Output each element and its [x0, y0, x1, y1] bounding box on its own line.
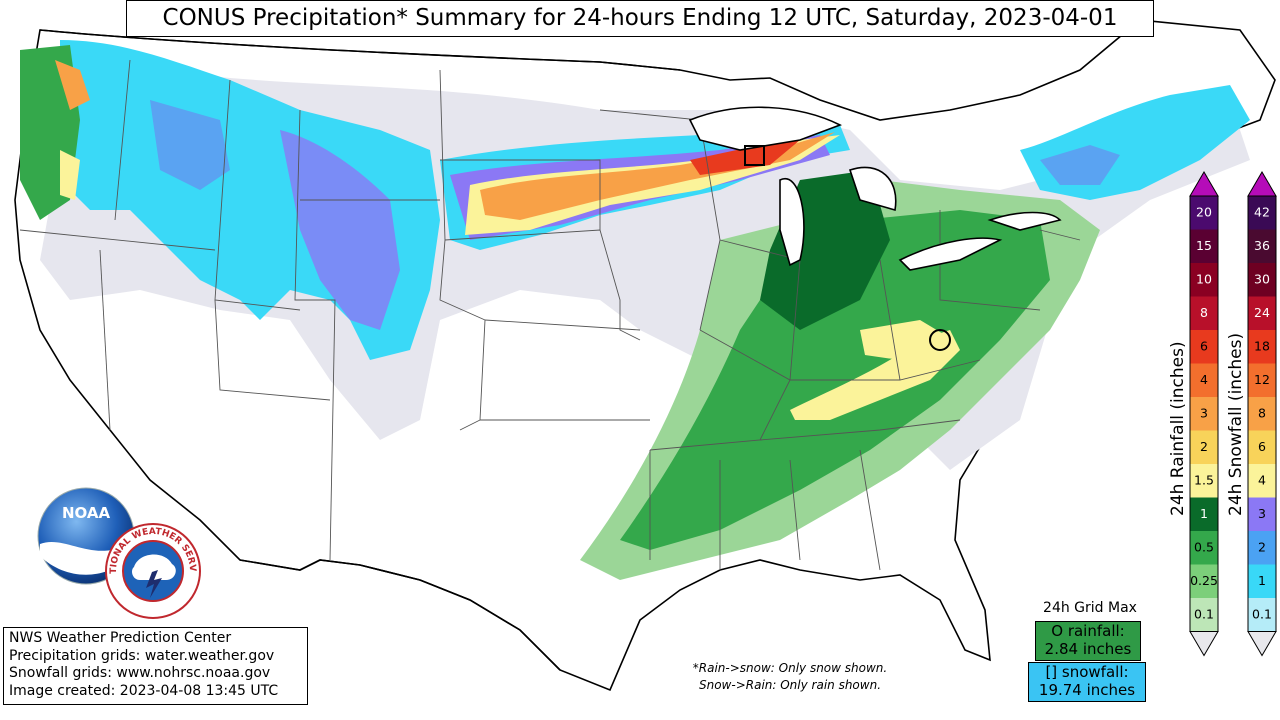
rain-swatch [1190, 229, 1218, 263]
rain-level-label: 3 [1200, 405, 1208, 420]
snow-level-label: 24 [1254, 305, 1270, 320]
snow-level-label: 30 [1254, 271, 1270, 286]
snow-level-label: 8 [1258, 405, 1266, 420]
snow-level-label: 6 [1258, 439, 1266, 454]
rain-swatch [1190, 330, 1218, 364]
rain-swatch [1190, 263, 1218, 297]
snow-swatch [1248, 598, 1276, 632]
info-line-created: Image created: 2023-04-08 13:45 UTC [9, 682, 279, 699]
rain-level-label: 20 [1196, 204, 1212, 219]
rain-level-label: 0.1 [1194, 606, 1214, 621]
snowfall-colorbar: 42 36 30 24 18 12 8 6 4 3 2 1 0.1 [1247, 171, 1277, 657]
snow-swatch [1248, 430, 1276, 464]
rain-pnw-yellow [60, 150, 80, 200]
rain-level-label: 6 [1200, 338, 1208, 353]
grid-max-snowfall-box: [] snowfall: 19.74 inches [1028, 662, 1146, 702]
snow-swatch [1248, 497, 1276, 531]
snow-west-purple [280, 130, 400, 330]
country-borders [39, 29, 1062, 671]
rain-level-label: 2 [1200, 439, 1208, 454]
snow-swatch [1248, 263, 1276, 297]
info-line-precip-grids: Precipitation grids: water.weather.gov [9, 647, 275, 664]
snow-level-label: 1 [1258, 573, 1266, 588]
rain-level-label: 1 [1200, 506, 1208, 521]
grid-max-rainfall-label: O rainfall: [1051, 622, 1125, 640]
grid-max-rainfall-box: O rainfall: 2.84 inches [1035, 621, 1141, 661]
snow-level-label: 4 [1258, 472, 1266, 487]
snow-swatch [1248, 229, 1276, 263]
rain-swatch [1190, 196, 1218, 230]
rain-swatch [1190, 598, 1218, 632]
snow-swatch [1248, 564, 1276, 598]
rain-swatch [1190, 363, 1218, 397]
snow-west-mid [150, 100, 230, 190]
rain-level-label: 10 [1196, 271, 1212, 286]
snow-swatch [1248, 397, 1276, 431]
snow-swatch [1248, 363, 1276, 397]
info-line-snow-grids: Snowfall grids: www.nohrsc.noaa.gov [9, 665, 271, 681]
rain-level-label: 0.25 [1190, 573, 1218, 588]
grid-max-title: 24h Grid Max [1043, 600, 1137, 616]
grid-max-rainfall-value: 2.84 inches [1044, 640, 1132, 658]
snow-swatch [1248, 196, 1276, 230]
footnote-line-2: Snow->Rain: Only rain shown. [698, 678, 882, 692]
rain-swatch [1190, 430, 1218, 464]
nws-logo: NATIONAL WEATHER SERVICE [104, 522, 201, 619]
snow-top-arrow [1247, 171, 1277, 197]
rain-pnw-orange [55, 60, 90, 110]
rainfall-max-marker [929, 329, 951, 351]
rain-level-label: 1.5 [1194, 472, 1214, 487]
rain-level-label: 15 [1196, 238, 1212, 253]
snow-swatch [1248, 531, 1276, 565]
grid-max-snowfall-value: 19.74 inches [1038, 681, 1136, 699]
rainfall-colorbar-label: 24h Rainfall (inches) [1168, 341, 1188, 516]
snow-northeast-mid [1040, 145, 1120, 185]
snow-swatch [1248, 330, 1276, 364]
rain-bottom-arrow [1189, 631, 1219, 657]
rain-swatch [1190, 397, 1218, 431]
footnote-line-1: *Rain->snow: Only snow shown. [692, 661, 888, 675]
rain-level-label: 0.5 [1194, 539, 1214, 554]
snow-level-label: 36 [1254, 238, 1270, 253]
snow-bottom-arrow [1247, 631, 1277, 657]
rain-east-yellow [790, 330, 960, 420]
rainfall-colorbar: 20 15 10 8 6 4 3 2 1.5 1 0.5 0.25 0.1 [1189, 171, 1219, 657]
rain-swatch [1190, 497, 1218, 531]
rain-swatch [1190, 464, 1218, 498]
rain-level-label: 4 [1200, 372, 1208, 387]
snow-level-label: 0.1 [1252, 606, 1272, 621]
snow-swatch [1248, 296, 1276, 330]
snow-level-label: 3 [1258, 506, 1266, 521]
map-title: CONUS Precipitation* Summary for 24-hour… [126, 0, 1154, 37]
rain-east-yellow2 [860, 320, 945, 360]
rain-swatch [1190, 531, 1218, 565]
info-line-center: NWS Weather Prediction Center [9, 630, 232, 646]
grid-max-snowfall-label: [] snowfall: [1045, 663, 1129, 681]
snow-level-label: 12 [1254, 372, 1270, 387]
rain-swatch [1190, 564, 1218, 598]
footnote: *Rain->snow: Only snow shown. Snow->Rain… [640, 660, 940, 694]
rain-top-arrow [1189, 171, 1219, 197]
rain-level-label: 8 [1200, 305, 1208, 320]
state-boundaries [19, 59, 1081, 571]
snow-level-label: 18 [1254, 338, 1270, 353]
snowfall-colorbar-label: 24h Snowfall (inches) [1226, 332, 1246, 516]
noaa-logo-text: NOAA [62, 504, 111, 522]
snow-level-label: 2 [1258, 539, 1266, 554]
snow-level-label: 42 [1254, 204, 1270, 219]
precip-shading [20, 40, 1250, 580]
rain-swatch [1190, 296, 1218, 330]
snow-swatch [1248, 464, 1276, 498]
info-box: NWS Weather Prediction Center Precipitat… [3, 627, 308, 705]
snowfall-max-marker [744, 145, 765, 166]
